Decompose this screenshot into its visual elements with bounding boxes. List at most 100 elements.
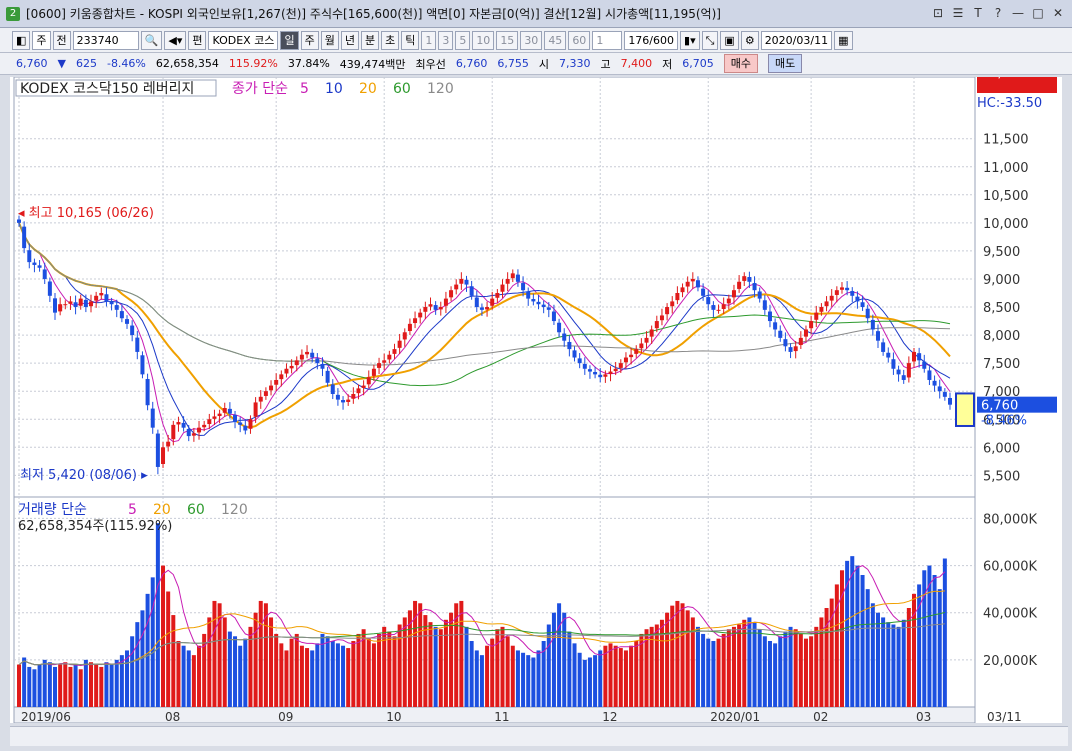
volume-bar [649, 626, 654, 707]
interval-60[interactable]: 60 [568, 30, 591, 50]
bid-price: 6,760 [455, 57, 488, 70]
volume-bar [217, 603, 222, 707]
interval-30[interactable]: 30 [520, 30, 543, 50]
help-icon[interactable]: ? [994, 6, 1002, 20]
interval-10[interactable]: 10 [472, 30, 495, 50]
volume-bar [510, 645, 515, 707]
search-icon[interactable]: 🔍 [140, 30, 163, 50]
interval-45[interactable]: 45 [544, 30, 567, 50]
volume-bar [613, 645, 618, 707]
price-legend-label: 종가 단순 [232, 81, 288, 97]
gear-icon[interactable]: ⚙ [740, 30, 759, 50]
text-icon[interactable]: T [974, 6, 982, 20]
tab-year[interactable]: 년 [340, 30, 359, 50]
candle-body [567, 341, 572, 350]
maximize-button[interactable]: □ [1032, 6, 1044, 20]
volume-bar [922, 570, 927, 707]
hc-label: HC:-33.50 [977, 96, 1042, 111]
candle-body [397, 340, 402, 348]
time-tick-label: 2019/06 [21, 710, 71, 723]
volume-bar [227, 631, 232, 707]
candle-body [675, 293, 680, 301]
candle-body [788, 347, 793, 352]
volume-legend-period: 120 [221, 502, 248, 518]
volume-bar [731, 626, 736, 707]
price-legend-period: 20 [359, 81, 377, 97]
candle-body [104, 294, 109, 302]
candle-body [37, 265, 42, 268]
interval-1[interactable]: 1 [421, 30, 437, 50]
interval-3[interactable]: 3 [438, 30, 454, 50]
calendar-icon[interactable]: ▦ [834, 30, 853, 50]
volume-bar [695, 626, 700, 707]
count-field[interactable]: 176/600 [624, 30, 679, 50]
candle-body [824, 301, 829, 307]
volume-bar [721, 633, 726, 707]
volume-ma-line-120 [18, 623, 945, 666]
volume-bar [855, 565, 860, 707]
layout-icon[interactable]: ◧ [12, 30, 31, 50]
volume-bar [639, 633, 644, 707]
volume-bar [809, 636, 814, 707]
stock-chart[interactable]: 5,500 6,000 6,500 7,000 7,500 8,000 8,500 9,000… [10, 77, 1062, 723]
candle-body [469, 286, 474, 296]
volume-bar [68, 666, 73, 707]
candle-body [140, 355, 145, 375]
tab-month[interactable]: 월 [320, 30, 339, 50]
candle-body [814, 312, 819, 320]
candle-body [382, 360, 387, 363]
interval-5[interactable]: 5 [455, 30, 471, 50]
candle-body [186, 428, 191, 437]
volume-bar [742, 619, 747, 707]
tab-second[interactable]: 초 [381, 30, 400, 50]
sound-icon[interactable]: ◀▾ [164, 30, 187, 50]
indicator-icon[interactable]: ▮▾ [680, 30, 700, 50]
save-icon[interactable]: ▣ [720, 30, 739, 50]
candle-body [166, 441, 171, 447]
ask-price: 6,755 [497, 57, 529, 70]
link-icon[interactable]: ⊡ [932, 6, 944, 20]
tab-minute[interactable]: 분 [360, 30, 380, 50]
volume-bar [274, 633, 279, 707]
chart-scrollbar[interactable] [10, 726, 1068, 746]
interval-15[interactable]: 15 [496, 30, 519, 50]
volume-bar [845, 560, 850, 707]
volume-bar [428, 622, 433, 707]
sell-button[interactable]: 매도 [768, 54, 803, 73]
volume-bar [135, 622, 140, 707]
volume-bar [464, 626, 469, 707]
price-tick-label: 9,500 [983, 245, 1020, 260]
low-label: 저 [662, 57, 673, 71]
tab-day[interactable]: 일 [280, 30, 299, 50]
candle-body [937, 386, 942, 392]
volume-bar [366, 638, 371, 707]
edit-button[interactable]: 편 [188, 30, 207, 50]
prev-button[interactable]: 전 [52, 30, 71, 50]
candle-body [500, 284, 505, 292]
code-input[interactable]: 233740 [72, 30, 139, 50]
volume-bar [917, 584, 922, 707]
buy-button[interactable]: 매수 [723, 54, 759, 73]
price-tick-label: 11,500 [983, 133, 1029, 148]
close-button[interactable]: ✕ [1052, 6, 1064, 20]
volume-bar [449, 612, 454, 707]
volume-bar [119, 655, 124, 707]
menu-icon[interactable]: ☰ [952, 6, 964, 20]
tab-tick[interactable]: 틱 [401, 30, 420, 50]
volume-bar [284, 650, 289, 707]
candle-body [629, 354, 634, 358]
date-field[interactable]: 2020/03/11 [760, 30, 833, 50]
tool-icon[interactable]: ⤡ [701, 30, 719, 50]
volume-bar [371, 643, 376, 707]
volume-bar [536, 650, 541, 707]
title-bar: 2 [0600] 키움종합차트 - KOSPI 외국인보유[1,267(천)] … [0, 0, 1072, 28]
candle-body [572, 350, 577, 358]
volume-bar [829, 598, 834, 707]
candle-body [639, 343, 644, 349]
candle-body [922, 361, 927, 369]
interval-input[interactable]: 1 [592, 30, 623, 50]
stock-name-field[interactable]: KODEX 코스 [208, 30, 279, 50]
tab-week[interactable]: 주 [300, 30, 319, 50]
period-type-select[interactable]: 주 [32, 30, 51, 50]
minimize-button[interactable]: — [1012, 6, 1024, 20]
